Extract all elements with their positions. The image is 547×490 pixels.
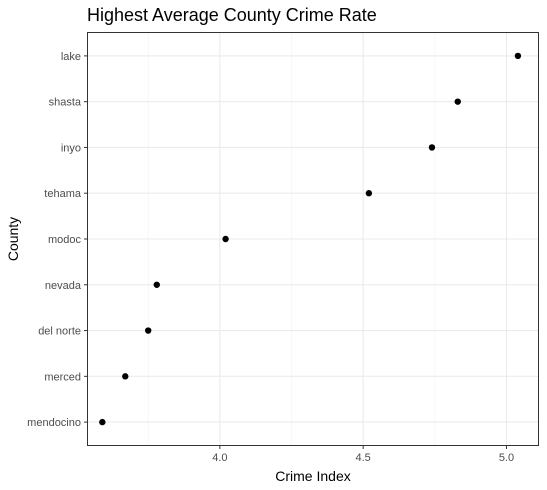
y-tick-label: del norte: [38, 326, 81, 338]
y-tick-label: modoc: [48, 234, 82, 246]
tick-labels: 4.0 4.5 5.0 lake shasta inyo tehama modoc nevada…: [27, 51, 514, 464]
data-point: [153, 281, 160, 288]
x-axis-title: Crime Index: [275, 468, 350, 484]
axis-ticks: [84, 55, 507, 449]
data-point: [222, 235, 229, 243]
y-tick-label: inyo: [61, 142, 81, 154]
data-point: [122, 373, 129, 380]
x-tick-label: 4.5: [356, 452, 371, 464]
data-point: [428, 144, 436, 151]
data-point: [99, 418, 106, 426]
y-tick-label: nevada: [45, 280, 82, 292]
y-tick-label: tehama: [44, 188, 82, 200]
chart-title: Highest Average County Crime Rate: [87, 5, 377, 25]
panel-border: [87, 32, 539, 446]
y-tick-label: lake: [61, 51, 81, 63]
y-tick-label: merced: [44, 371, 81, 383]
grid: [88, 33, 538, 445]
data-point: [454, 98, 461, 105]
data-point: [144, 327, 152, 334]
x-tick-label: 5.0: [499, 452, 514, 464]
x-tick-label: 4.0: [212, 452, 227, 464]
y-axis-title: County: [5, 217, 21, 261]
data-points: [99, 52, 522, 426]
data-point: [514, 52, 522, 60]
data-point: [365, 190, 373, 197]
y-tick-label: mendocino: [27, 417, 81, 429]
y-tick-label: shasta: [49, 97, 82, 109]
